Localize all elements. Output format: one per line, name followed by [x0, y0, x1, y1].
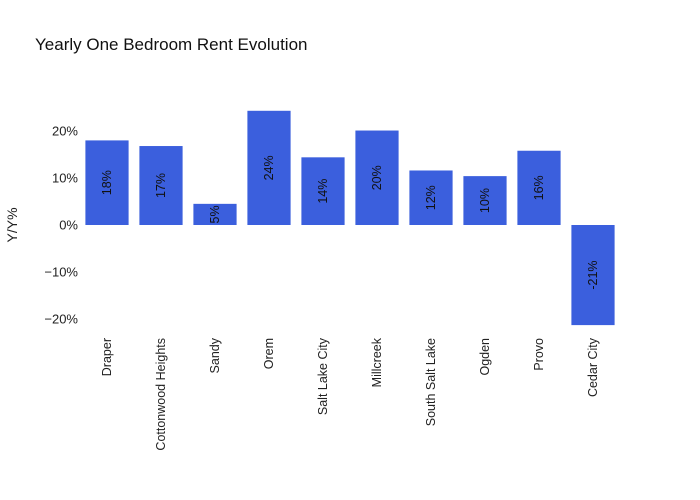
bar	[193, 203, 237, 225]
x-tick-label: Millcreek	[370, 337, 384, 387]
bar	[355, 130, 399, 225]
y-tick-label: 20%	[52, 124, 78, 139]
data-label: 10%	[478, 188, 492, 213]
bars	[85, 110, 615, 326]
data-label: 12%	[424, 185, 438, 210]
x-tick-label: Provo	[532, 338, 546, 371]
data-label: -21%	[586, 260, 600, 289]
bar	[517, 150, 561, 225]
x-tick-label: South Salt Lake	[424, 338, 438, 426]
x-tick-label: Draper	[100, 338, 114, 376]
x-axis-ticks: Draper Cottonwood Heights Sandy Orem Salt La…	[100, 337, 600, 450]
bar	[247, 110, 291, 225]
data-label: 20%	[370, 165, 384, 190]
x-tick-label: Orem	[262, 338, 276, 369]
data-label: 17%	[154, 173, 168, 198]
y-axis-ticks: 20% 10% 0% −10% −20%	[44, 124, 78, 327]
data-label: 18%	[100, 170, 114, 195]
data-label: 24%	[262, 155, 276, 180]
bar	[85, 140, 129, 225]
bar	[409, 170, 453, 225]
y-tick-label: −20%	[44, 312, 78, 327]
x-tick-label: Salt Lake City	[316, 337, 330, 415]
y-tick-label: 10%	[52, 171, 78, 186]
x-tick-label: Ogden	[478, 338, 492, 376]
y-tick-label: 0%	[59, 218, 78, 233]
bar	[139, 146, 183, 225]
x-tick-label: Cottonwood Heights	[154, 338, 168, 451]
y-axis-label: Y/Y%	[4, 207, 20, 242]
bar	[571, 225, 615, 326]
x-tick-label: Sandy	[208, 337, 222, 373]
bar	[301, 157, 345, 225]
bar	[463, 176, 507, 225]
x-tick-label: Cedar City	[586, 337, 600, 397]
data-label: 5%	[208, 205, 222, 223]
data-label: 16%	[532, 175, 546, 200]
y-tick-label: −10%	[44, 265, 78, 280]
data-labels: 18% 17% 5% 24% 14% 20% 12% 10% 16% -21%	[100, 155, 600, 289]
data-label: 14%	[316, 179, 330, 204]
chart-title: Yearly One Bedroom Rent Evolution	[35, 35, 307, 54]
